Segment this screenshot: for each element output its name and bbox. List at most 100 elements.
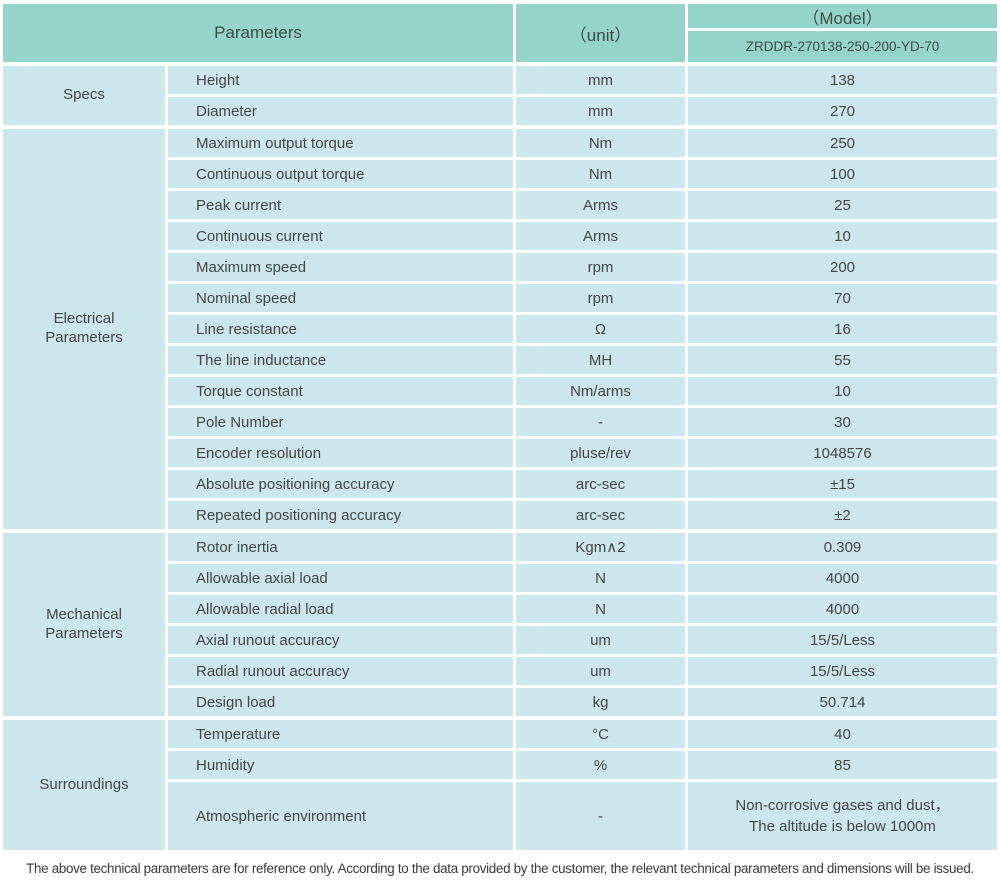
unit-cell: arc-sec: [516, 501, 685, 529]
unit-cell: Arms: [516, 191, 685, 219]
unit-cell: N: [516, 564, 685, 592]
table-row: Rotor inertia Kgm∧2 0.309: [168, 533, 997, 561]
value-cell: 10: [688, 222, 997, 250]
param-cell: The line inductance: [168, 346, 513, 374]
unit-cell: kg: [516, 688, 685, 716]
param-cell: Rotor inertia: [168, 533, 513, 561]
model-number: ZRDDR-270138-250-200-YD-70: [745, 39, 940, 54]
value-cell: 10: [688, 377, 997, 405]
value-cell: 4000: [688, 564, 997, 592]
value-cell: 16: [688, 315, 997, 343]
param-cell: Height: [168, 66, 513, 94]
param-cell: Design load: [168, 688, 513, 716]
table-header: Parameters （unit） （Model） ZRDDR-270138-2…: [3, 4, 997, 62]
value-cell: 200: [688, 253, 997, 281]
table-row: Axial runout accuracy um 15/5/Less: [168, 626, 997, 654]
value-cell: 270: [688, 97, 997, 125]
table-row: Absolute positioning accuracy arc-sec ±15: [168, 470, 997, 498]
table-row: Allowable radial load N 4000: [168, 595, 997, 623]
value-cell: 55: [688, 346, 997, 374]
param-cell: Torque constant: [168, 377, 513, 405]
param-cell: Nominal speed: [168, 284, 513, 312]
param-cell: Humidity: [168, 751, 513, 779]
unit-cell: um: [516, 626, 685, 654]
table-row: Radial runout accuracy um 15/5/Less: [168, 657, 997, 685]
param-cell: Line resistance: [168, 315, 513, 343]
unit-cell: °C: [516, 720, 685, 748]
table-row: Maximum output torque Nm 250: [168, 129, 997, 157]
unit-cell: N: [516, 595, 685, 623]
unit-cell: mm: [516, 97, 685, 125]
group-label: Electrical Parameters: [45, 310, 123, 346]
group-label: Mechanical Parameters: [45, 605, 123, 642]
param-cell: Repeated positioning accuracy: [168, 501, 513, 529]
model-header-cell: （Model） ZRDDR-270138-250-200-YD-70: [688, 4, 997, 62]
value-cell: 25: [688, 191, 997, 219]
param-cell: Absolute positioning accuracy: [168, 470, 513, 498]
value-cell: 138: [688, 66, 997, 94]
param-cell: Atmospheric environment: [168, 782, 513, 850]
table-row: Peak current Arms 25: [168, 191, 997, 219]
group-label-cell: Mechanical Parameters: [3, 533, 165, 716]
unit-cell: Kgm∧2: [516, 533, 685, 561]
param-cell: Radial runout accuracy: [168, 657, 513, 685]
value-cell: 85: [688, 751, 997, 779]
table-row: Design load kg 50.714: [168, 688, 997, 716]
table-row: Encoder resolution pluse/rev 1048576: [168, 439, 997, 467]
unit-cell: Nm/arms: [516, 377, 685, 405]
param-cell: Peak current: [168, 191, 513, 219]
unit-cell: rpm: [516, 284, 685, 312]
table-row: Repeated positioning accuracy arc-sec ±2: [168, 501, 997, 529]
value-cell: 0.309: [688, 533, 997, 561]
unit-cell: mm: [516, 66, 685, 94]
param-cell: Axial runout accuracy: [168, 626, 513, 654]
unit-cell: -: [516, 782, 685, 850]
group-label: Surroundings: [39, 775, 129, 793]
unit-header-cell: （unit）: [516, 4, 685, 62]
param-cell: Continuous current: [168, 222, 513, 250]
unit-cell: Nm: [516, 160, 685, 188]
table-row: Height mm 138: [168, 66, 997, 94]
section-specs: Specs Height mm 138 Diameter mm 270: [3, 66, 997, 125]
table-row: Pole Number -30: [168, 408, 997, 436]
table-row: Atmospheric environment - Non-corrosive ga…: [168, 782, 997, 850]
unit-cell: -: [516, 408, 685, 436]
table-body: Specs Height mm 138 Diameter mm 270 Electrical …: [3, 66, 997, 850]
group-label-cell: Specs: [3, 66, 165, 125]
table-row: The line inductance MH 55: [168, 346, 997, 374]
unit-cell: MH: [516, 346, 685, 374]
unit-cell: arc-sec: [516, 470, 685, 498]
param-cell: Encoder resolution: [168, 439, 513, 467]
group-label-cell: Electrical Parameters: [3, 129, 165, 529]
section-mechanical-parameters: Mechanical Parameters Rotor inertia Kgm∧2 0…: [3, 533, 997, 716]
table-row: Maximum speed rpm 200: [168, 253, 997, 281]
value-cell: 100: [688, 160, 997, 188]
value-cell: 30: [688, 408, 997, 436]
param-cell: Allowable axial load: [168, 564, 513, 592]
parameters-header-cell: Parameters: [3, 4, 513, 62]
value-cell: ±2: [688, 501, 997, 529]
unit-cell: pluse/rev: [516, 439, 685, 467]
param-cell: Diameter: [168, 97, 513, 125]
footer-note: The above technical parameters are for r…: [26, 861, 974, 876]
value-cell: 70: [688, 284, 997, 312]
spec-table: Parameters （unit） （Model） ZRDDR-270138-2…: [3, 4, 997, 850]
table-row: Nominal speed rpm 70: [168, 284, 997, 312]
value-cell: 50.714: [688, 688, 997, 716]
table-row: Torque constant Nm/arms 10: [168, 377, 997, 405]
unit-cell: Ω: [516, 315, 685, 343]
value-cell: ±15: [688, 470, 997, 498]
param-cell: Allowable radial load: [168, 595, 513, 623]
unit-cell: %: [516, 751, 685, 779]
table-row: Diameter mm 270: [168, 97, 997, 125]
unit-cell: um: [516, 657, 685, 685]
unit-cell: Nm: [516, 129, 685, 157]
param-cell: Pole Number: [168, 408, 513, 436]
param-cell: Temperature: [168, 720, 513, 748]
group-label: Specs: [63, 86, 105, 104]
value-cell: Non-corrosive gases and dust， The altitu…: [688, 782, 997, 850]
unit-cell: Arms: [516, 222, 685, 250]
section-surroundings: Surroundings Temperature °C 40 Humidity% 85 At…: [3, 720, 997, 850]
value-cell: 250: [688, 129, 997, 157]
